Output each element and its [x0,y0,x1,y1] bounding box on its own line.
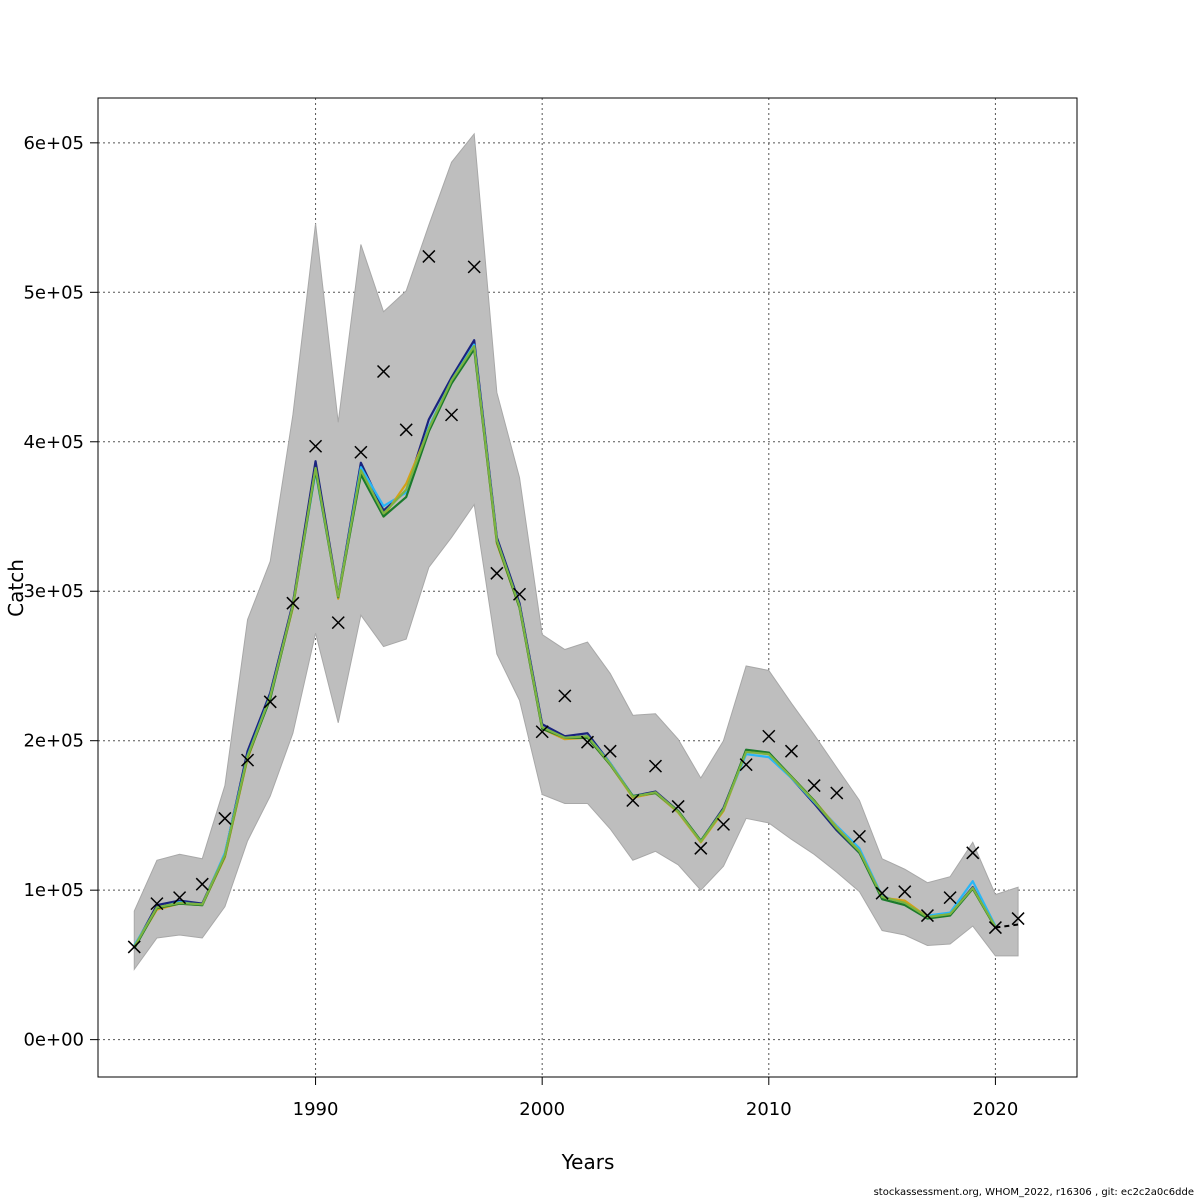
observed-point [762,729,776,743]
x-tick-label: 2000 [519,1099,565,1120]
observed-point [354,445,368,459]
observed-point [852,829,866,843]
observed-point [422,249,436,263]
observed-point [920,909,934,923]
y-axis-title: Catch [4,559,28,617]
observed-point [694,841,708,855]
observed-point [648,759,663,773]
observed-point [490,566,504,580]
y-tick-label: 6e+05 [23,133,84,154]
observed-point [286,596,300,610]
observed-point [739,758,753,772]
y-tick-label: 1e+05 [23,880,84,901]
y-tick-label: 0e+00 [23,1030,84,1051]
observed-points-layer [127,249,1025,954]
observed-point [580,735,595,749]
observed-point [150,897,164,911]
series-lines-layer [133,339,1019,949]
observed-point [1011,912,1025,926]
confidence-band-layer [133,132,1019,971]
y-axis-ticks: 0e+00 1e+05 2e+05 3e+05 4e+05 5e+05 6e+05 [23,133,98,1051]
confidence-band [133,132,1019,971]
x-tick-label: 2010 [746,1099,792,1120]
observed-point [807,779,821,793]
x-tick-label: 1990 [293,1099,339,1120]
observed-point [966,846,980,860]
observed-point [716,817,731,831]
x-axis-ticks: 1990 2000 2010 2020 [293,1077,1019,1120]
observed-point [830,786,844,800]
series-line-5 [133,345,997,948]
observed-point [241,753,255,767]
x-tick-label: 2020 [973,1099,1019,1120]
observed-point [898,885,912,899]
plot-frame [97,97,1078,1078]
observed-point [603,744,617,758]
x-axis-title: Years [561,1150,615,1174]
observed-point [263,695,277,709]
observed-point [195,877,209,891]
observed-point [377,364,391,379]
observed-point [512,587,527,601]
y-tick-label: 4e+05 [23,432,84,453]
observed-point [626,793,640,808]
observed-point [467,260,481,274]
observed-point [988,921,1002,935]
observed-point [875,886,889,900]
observed-point [173,891,187,905]
footer-credit: stockassessment.org, WHOM_2022, r16306 ,… [873,1187,1194,1198]
observed-point [127,940,141,954]
observed-point [671,799,685,813]
observed-point [444,408,459,422]
observed-point [535,725,549,739]
observed-point [309,439,323,453]
observed-point [218,811,232,825]
y-tick-label: 2e+05 [23,731,84,752]
observed-point [399,423,413,437]
observed-point [943,891,957,905]
observed-point [331,616,345,630]
observed-point [558,689,572,703]
y-tick-label: 3e+05 [23,581,84,602]
projection-line [995,923,1019,929]
observed-point [784,744,798,758]
y-tick-label: 5e+05 [23,282,84,303]
